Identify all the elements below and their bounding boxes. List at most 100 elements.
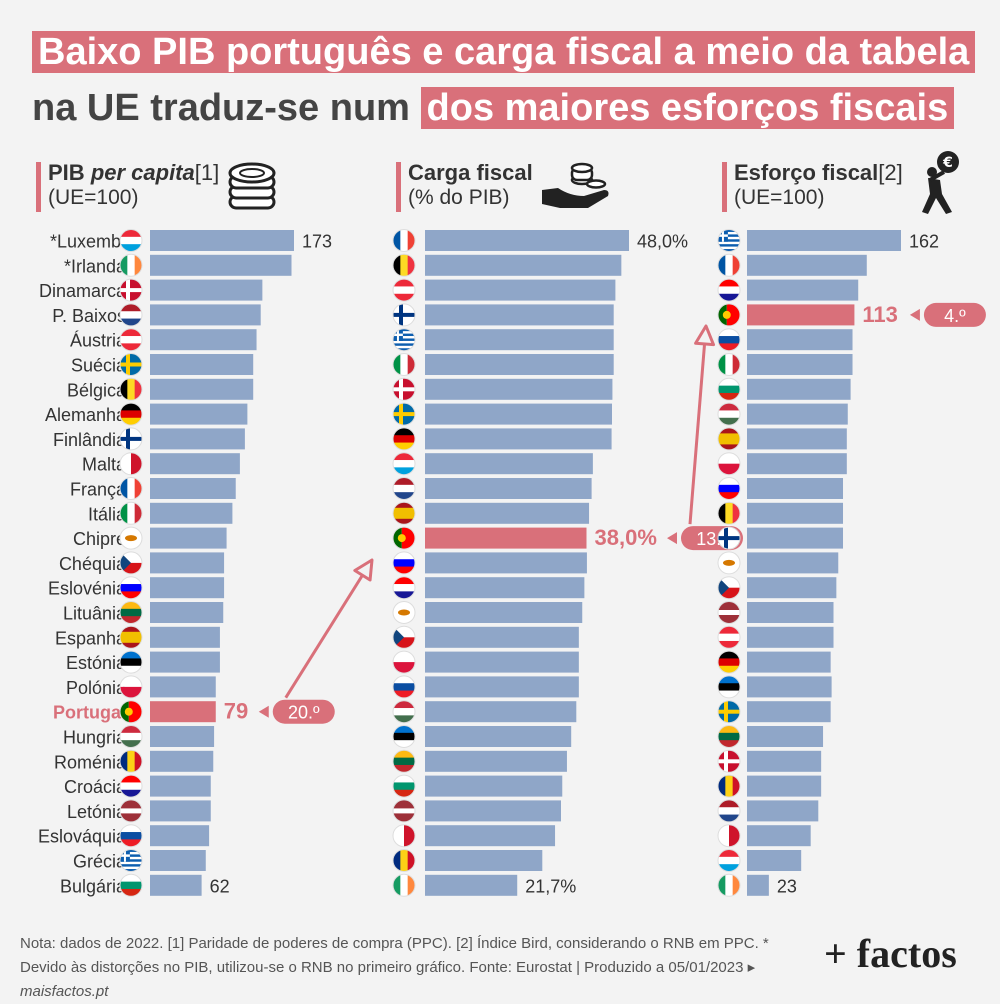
flag-be-icon — [717, 501, 741, 525]
flag-lv-icon — [717, 601, 741, 624]
flag-hr-icon — [119, 774, 143, 798]
bar — [747, 701, 831, 723]
flag-ee-icon — [717, 675, 741, 699]
value-label: 113 — [862, 302, 898, 327]
flag-pl-icon — [392, 650, 416, 674]
bar-chart-panel-2: 48,0%38,0%21,7%13.º — [425, 230, 743, 896]
bar — [150, 478, 236, 499]
category-label: Eslováquia — [38, 827, 127, 847]
category-label: Estónia — [66, 653, 127, 673]
flag-gr-icon — [717, 229, 741, 252]
flag-lu-icon — [717, 849, 741, 872]
bar — [150, 354, 254, 375]
header-accent-bar — [722, 162, 727, 212]
flag-fi-icon — [119, 427, 143, 451]
flag-cz-icon — [119, 551, 143, 575]
person-carrying-euro-bag-icon: € — [922, 151, 959, 214]
flag-mt-icon — [119, 452, 143, 476]
bar — [747, 800, 819, 822]
bar — [150, 577, 225, 599]
panel-subtitle-effort: (UE=100) — [734, 186, 825, 209]
bar — [425, 676, 579, 698]
category-label: Itália — [88, 504, 127, 524]
flag-si-icon — [392, 551, 416, 575]
bar — [425, 254, 622, 276]
bar — [747, 403, 848, 425]
bar — [425, 502, 590, 524]
value-label: 21,7% — [525, 876, 576, 896]
panel-subtitle-gdp: (UE=100) — [48, 186, 139, 209]
flag-hr-icon — [717, 278, 741, 302]
bar — [425, 825, 556, 847]
flag-bg-icon — [392, 774, 416, 798]
header-accent-bar — [36, 162, 41, 212]
flag-pt-icon — [119, 700, 143, 724]
bar — [747, 775, 822, 797]
bar — [425, 527, 587, 549]
rank-pointer — [258, 705, 269, 718]
category-label: Suécia — [71, 356, 127, 376]
category-label: Dinamarca — [39, 281, 127, 301]
bar — [425, 577, 585, 599]
bar — [150, 527, 227, 549]
bar — [747, 478, 844, 499]
value-label: 38,0% — [595, 525, 657, 550]
flag-lu-icon — [119, 229, 143, 252]
bar — [747, 378, 851, 400]
bar — [747, 750, 822, 772]
flag-sk-icon — [119, 824, 143, 848]
bar — [150, 626, 220, 648]
bar — [425, 279, 616, 301]
bar — [150, 279, 263, 301]
category-label: Letónia — [67, 802, 127, 822]
flag-fi-icon — [717, 526, 741, 550]
bar — [747, 453, 847, 475]
flag-lv-icon — [119, 799, 143, 823]
category-label: Eslovénia — [48, 579, 127, 599]
bar — [150, 329, 257, 351]
category-label: Espanha — [55, 628, 127, 648]
bar — [425, 850, 543, 871]
flag-gr-icon — [119, 849, 143, 872]
category-label: *Luxemb. — [50, 232, 126, 252]
flag-ro-icon — [717, 774, 741, 798]
bar — [747, 527, 844, 549]
bar — [150, 726, 215, 747]
flag-at-icon — [119, 328, 143, 352]
title-highlight-1: Baixo PIB português e carga fiscal a mei… — [32, 31, 976, 73]
flag-lt-icon — [119, 601, 143, 624]
flag-at-icon — [392, 278, 416, 302]
flag-it-icon — [119, 501, 143, 525]
connector-arrow — [688, 324, 716, 525]
flag-pt-icon — [717, 303, 741, 327]
flag-ie-icon — [392, 873, 416, 897]
flag-gr-icon — [392, 328, 416, 352]
category-label: Polónia — [66, 678, 127, 698]
flag-fr-icon — [392, 229, 416, 252]
bar-chart-panel-1: *Luxemb. 173 *Irlanda Dinamarca P. Baixos Áus… — [38, 230, 335, 896]
flag-es-icon — [392, 501, 416, 525]
value-label: 23 — [777, 876, 797, 896]
bar — [150, 602, 224, 623]
bar — [425, 701, 577, 723]
flag-hu-icon — [717, 402, 741, 426]
bar — [150, 676, 216, 698]
bar — [425, 230, 629, 251]
flag-hu-icon — [392, 700, 416, 724]
flag-mt-icon — [392, 824, 416, 848]
flag-pt-icon — [392, 526, 416, 550]
bar — [150, 874, 202, 896]
flag-sk-icon — [392, 675, 416, 699]
category-label: Roménia — [54, 752, 127, 772]
bar — [747, 254, 867, 276]
bar — [747, 329, 853, 351]
bar — [150, 850, 206, 871]
category-label: Malta — [82, 455, 127, 475]
bar-chart-panel-3: 162 113 23 4.º — [747, 230, 986, 896]
flag-se-icon — [119, 353, 143, 376]
flag-mt-icon — [717, 824, 741, 848]
bar — [150, 453, 240, 475]
flag-pl-icon — [119, 675, 143, 699]
flag-dk-icon — [392, 377, 416, 401]
flag-cy-icon — [392, 601, 416, 624]
